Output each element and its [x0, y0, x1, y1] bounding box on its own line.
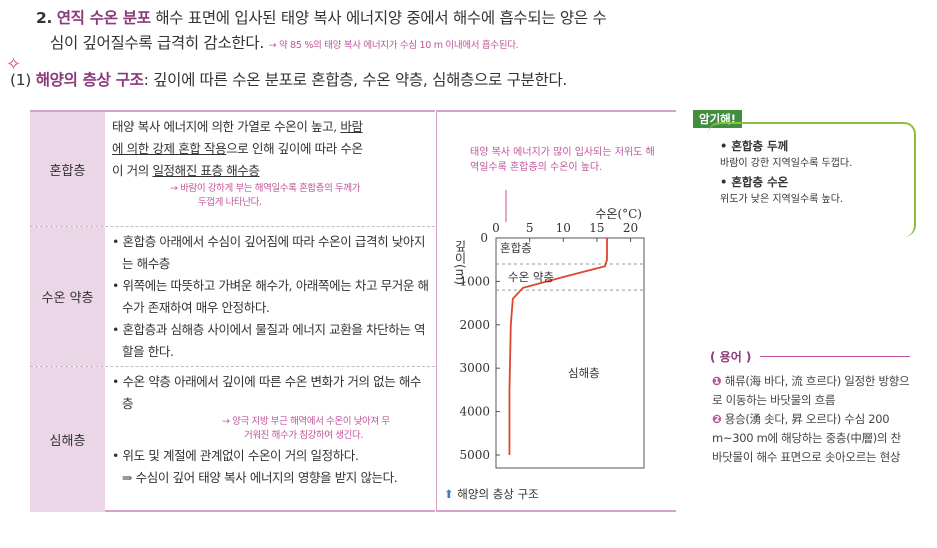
- section-number: 2.: [36, 9, 53, 27]
- zone-label-deep-layer: 심해층: [568, 366, 600, 380]
- terms-tag: ( 용어 ): [710, 350, 752, 364]
- row-bullet: • 혼합층 아래에서 수심이 깊어짐에 따라 수온이 급격히 낮아지는 해수층: [112, 234, 426, 271]
- row-note: → 양극 지방 부근 해역에서 수온이 낮아져 무: [222, 416, 390, 427]
- plot-frame: [495, 237, 645, 469]
- row-bullet: • 위도 및 계절에 관계없이 수온이 거의 일정하다.: [112, 448, 359, 463]
- y-tick-label: 0: [480, 231, 488, 245]
- caption-text: 해양의 층상 구조: [457, 487, 539, 501]
- section-text-line1: 해수 표면에 입사된 태양 복사 에너지양 중에서 해수에 흡수되는 양은 수: [155, 9, 607, 27]
- row-text-underlined: 에 의한 강제 혼합 작용: [112, 141, 227, 156]
- y-tick-label: 5000: [459, 448, 490, 462]
- memo-detail: 바람이 강한 지역일수록 두껍다.: [720, 158, 853, 169]
- table-row: 수온 약층 • 혼합층 아래에서 수심이 깊어짐에 따라 수온이 급격히 낮아지…: [30, 227, 435, 367]
- row-note: 거워진 해수가 침강하여 생긴다.: [244, 430, 363, 441]
- table-row: 심해층 • 수온 약층 아래에서 깊이에 따른 수온 변화가 거의 없는 해수층…: [30, 367, 435, 512]
- memo-content: • 혼합층 두께 바람이 강한 지역일수록 두껍다. • 혼합층 수온 위도가 …: [720, 137, 920, 209]
- row-text-underlined: 바람: [340, 119, 363, 134]
- row-header: 심해층: [30, 367, 105, 512]
- table-row: 혼합층 태양 복사 에너지에 의한 가열로 수온이 높고, 바람 에 의한 강제…: [30, 112, 435, 227]
- row-text-underlined: 일정해진 표층 해수층: [152, 163, 260, 178]
- term-item: ❷ 용승(湧 솟다, 昇 오르다) 수심 200 m~300 m에 해당하는 중…: [712, 410, 912, 467]
- row-note: → 바람이 강하게 부는 해역일수록 혼합층의 두께가: [170, 183, 361, 194]
- subsection-text: : 깊이에 따른 수온 분포로 혼합층, 수온 약층, 심해층으로 구분한다.: [143, 71, 568, 89]
- subsection-number: (1): [10, 71, 32, 89]
- section-2-heading: 2. 연직 수온 분포 해수 표면에 입사된 태양 복사 에너지양 중에서 해수…: [36, 6, 686, 58]
- row-bullet: • 위쪽에는 따뜻하고 가벼운 해수가, 아래쪽에는 차고 무거운 해수가 존재…: [112, 278, 429, 315]
- ocean-layer-table: 혼합층 태양 복사 에너지에 의한 가열로 수온이 높고, 바람 에 의한 강제…: [30, 110, 435, 512]
- y-tick-label: 4000: [459, 405, 490, 419]
- row-text: 태양 복사 에너지에 의한 가열로 수온이 높고,: [112, 119, 341, 134]
- row-body: • 혼합층 아래에서 수심이 깊어짐에 따라 수온이 급격히 낮아지는 해수층 …: [112, 231, 431, 363]
- memo-detail: 위도가 낮은 지역일수록 높다.: [720, 194, 844, 205]
- x-axis-label: 수온(°C): [595, 207, 642, 221]
- y-tick-label: 2000: [459, 318, 490, 332]
- zone-label-mixed-layer: 혼합층: [500, 241, 532, 255]
- term-item: ❶ 해류(海 바다, 流 흐르다) 일정한 방향으로 이동하는 바닷물의 흐름: [712, 372, 912, 410]
- caption-arrow-icon: ⬆: [444, 487, 454, 501]
- section-title: 연직 수온 분포: [56, 9, 151, 27]
- row-text: 으로 인해 깊이에 따라 수온: [226, 141, 363, 156]
- row-bullet: • 혼합층과 심해층 사이에서 물질과 에너지 교환을 차단하는 역할을 한다.: [112, 322, 426, 359]
- term-text: 용승(湧 솟다, 昇 오르다) 수심 200 m~300 m에 해당하는 중층(…: [712, 412, 901, 464]
- row-bullet: ⇒ 수심이 깊어 태양 복사 에너지의 영향을 받지 않는다.: [122, 470, 398, 485]
- chart-note: 태양 복사 에너지가 많이 입사되는 저위도 해역일수록 혼합층의 수온이 높다…: [470, 147, 655, 173]
- x-tick-label: 0: [492, 221, 500, 235]
- y-axis-label: 깊이(m): [453, 240, 467, 286]
- subsection-1-heading: ✧ (1) 해양의 층상 구조: 깊이에 따른 수온 분포로 혼합층, 수온 약…: [6, 54, 690, 90]
- row-header: 혼합층: [30, 112, 105, 226]
- temperature-profile-line: [508, 238, 608, 455]
- y-tick-label: 1000: [459, 274, 490, 288]
- term-number: ❷: [712, 412, 722, 426]
- y-tick-label: 3000: [459, 361, 490, 375]
- terms-list: ❶ 해류(海 바다, 流 흐르다) 일정한 방향으로 이동하는 바닷물의 흐름 …: [712, 372, 912, 467]
- chart-caption: ⬆ 해양의 층상 구조: [444, 486, 539, 502]
- memo-key: • 혼합층 두께: [720, 139, 789, 153]
- memo-key: • 혼합층 수온: [720, 175, 789, 189]
- memo-box: [708, 122, 916, 237]
- terms-divider: [760, 356, 910, 357]
- row-body: • 수온 약층 아래에서 깊이에 따른 수온 변화가 거의 없는 해수층 → 양…: [112, 371, 431, 489]
- row-header: 수온 약층: [30, 227, 105, 366]
- term-text: 해류(海 바다, 流 흐르다) 일정한 방향으로 이동하는 바닷물의 흐름: [712, 374, 910, 407]
- row-body: 태양 복사 에너지에 의한 가열로 수온이 높고, 바람 에 의한 강제 혼합 …: [112, 116, 431, 210]
- row-bullet: • 수온 약층 아래에서 깊이에 따른 수온 변화가 거의 없는 해수층: [112, 374, 422, 411]
- x-tick-label: 5: [526, 221, 534, 235]
- x-tick-label: 10: [556, 221, 571, 235]
- subsection-title: 해양의 층상 구조: [35, 71, 144, 89]
- x-tick-label: 20: [623, 221, 638, 235]
- temperature-depth-chart: 0 5 10 15 20 0 1000 2000 3000 4000 5000 수온(°C) 깊이(m)…: [453, 190, 645, 469]
- star-icon: ✧: [6, 54, 21, 75]
- x-tick-label: 15: [589, 221, 604, 235]
- zone-label-thermocline: 수온 약층: [508, 270, 554, 284]
- section-note: → 약 85 %의 태양 복사 에너지가 수심 10 m 이내에서 흡수된다.: [268, 40, 519, 51]
- term-number: ❶: [712, 374, 722, 388]
- section-text-line2: 심이 깊어질수록 급격히 감소한다.: [50, 34, 264, 52]
- row-text: 이 거의: [112, 163, 153, 178]
- chart-panel: [436, 110, 676, 512]
- row-note: 두껍게 나타난다.: [198, 197, 262, 208]
